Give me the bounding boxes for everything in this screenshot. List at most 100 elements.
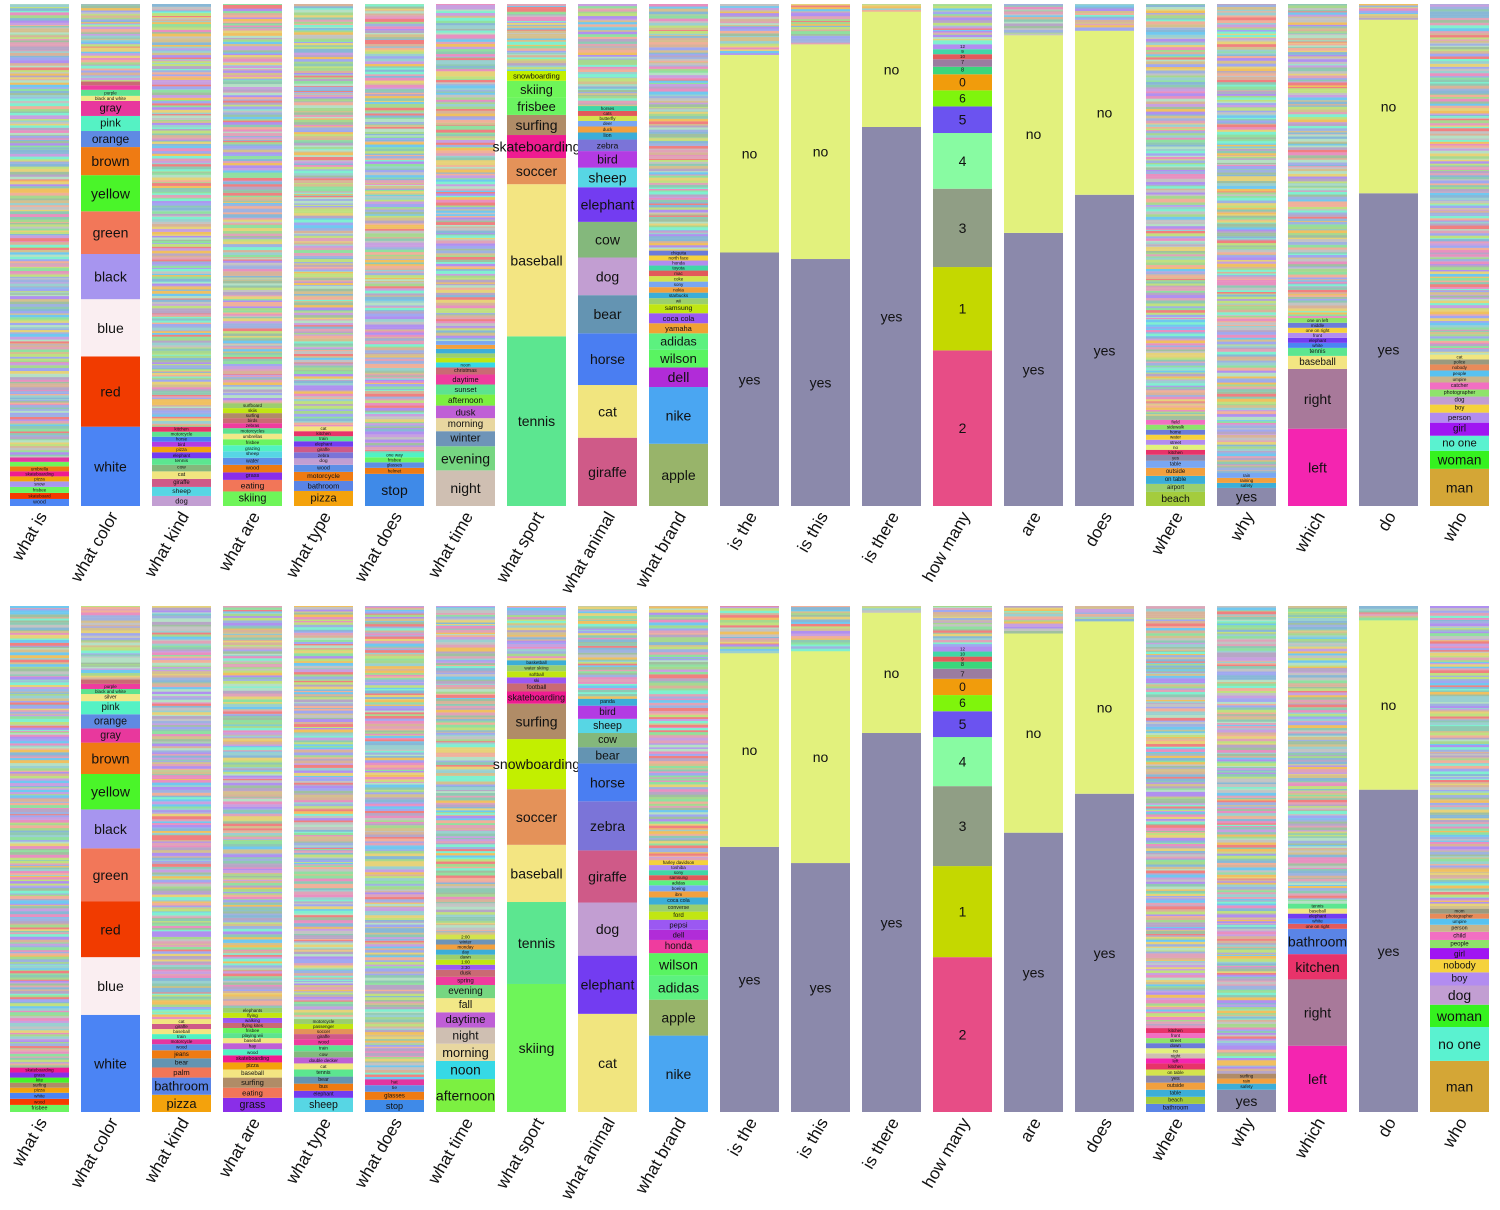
tail-stripe — [365, 648, 424, 651]
tail-stripe — [649, 191, 708, 195]
tail-stripe — [223, 94, 282, 96]
tail-stripe — [365, 343, 424, 347]
tail-stripe — [933, 636, 992, 639]
tail-stripe — [152, 305, 211, 309]
tail-stripe — [10, 989, 69, 991]
tail-stripe — [1430, 21, 1489, 23]
tail-stripe — [223, 660, 282, 663]
segment-label: pizza — [246, 1063, 258, 1069]
tail-stripe — [152, 742, 211, 744]
tail-stripe — [152, 736, 211, 740]
segment-label: grass — [240, 1099, 266, 1111]
tail-stripe — [436, 709, 495, 713]
segment-label: brown — [91, 750, 129, 766]
tail-stripe — [294, 829, 353, 832]
tail-stripe — [10, 854, 69, 858]
question-label: what kind — [140, 509, 193, 582]
tail-stripe — [1288, 257, 1347, 259]
tail-stripe — [649, 789, 708, 792]
tail-stripe — [10, 286, 69, 288]
tail-stripe — [294, 94, 353, 97]
segment-label: middle — [1311, 323, 1325, 328]
tail-stripe — [81, 663, 140, 666]
tail-stripe — [436, 667, 495, 671]
tail-stripe — [365, 919, 424, 922]
tail-stripe — [10, 815, 69, 818]
tail-stripe — [365, 1069, 424, 1073]
tail-stripe — [152, 632, 211, 635]
tail-stripe — [1146, 999, 1205, 1002]
tail-stripe — [81, 22, 140, 24]
tail-stripe — [649, 698, 708, 701]
tail-stripe — [81, 641, 140, 643]
tail-stripe — [223, 348, 282, 352]
tail-stripe — [1288, 145, 1347, 148]
tail-stripe — [649, 22, 708, 26]
tail-stripe — [10, 390, 69, 392]
segment-label: woman — [1437, 452, 1482, 467]
tail-stripe — [1146, 1023, 1205, 1026]
tail-stripe — [1146, 223, 1205, 227]
segment-label: dell — [673, 930, 685, 939]
tail-stripe — [1217, 413, 1276, 417]
tail-stripe — [294, 271, 353, 274]
segment-label: playing wii — [242, 1033, 263, 1038]
tail-stripe — [436, 830, 495, 834]
tail-stripe — [365, 759, 424, 762]
segment-label: catcher — [1451, 383, 1469, 389]
tail-stripe — [10, 276, 69, 279]
tail-stripe — [294, 192, 353, 194]
tail-stripe — [1217, 227, 1276, 230]
tail-stripe — [294, 951, 353, 955]
segment-6 — [933, 90, 992, 107]
tail-stripe — [223, 106, 282, 110]
tail-stripe — [223, 68, 282, 70]
tail-stripe — [1430, 200, 1489, 204]
tail-stripe — [10, 32, 69, 35]
tail-stripe — [223, 352, 282, 355]
tail-stripe — [223, 116, 282, 120]
tail-stripe — [1146, 953, 1205, 956]
bar-what-kind: dogsheepgiraffecatcowtenniselephantpizza… — [152, 4, 211, 506]
tail-stripe — [365, 386, 424, 389]
tail-stripe — [81, 675, 140, 678]
tail-stripe — [436, 179, 495, 182]
tail-stripe — [10, 202, 69, 206]
tail-stripe — [1217, 460, 1276, 462]
tail-stripe — [365, 334, 424, 337]
tail-stripe — [10, 28, 69, 31]
tail-stripe — [365, 776, 424, 780]
tail-stripe — [436, 717, 495, 720]
tail-stripe — [578, 693, 637, 697]
tail-stripe — [436, 705, 495, 709]
segment-label: adidas — [660, 335, 697, 349]
tail-stripe — [294, 745, 353, 748]
tail-stripe — [294, 842, 353, 846]
tail-stripe — [223, 294, 282, 297]
tail-stripe — [81, 637, 140, 640]
tail-stripe — [152, 1006, 211, 1009]
tail-stripe — [294, 230, 353, 234]
tail-stripe — [1430, 230, 1489, 234]
tail-stripe — [507, 24, 566, 26]
segment-label: street — [1170, 440, 1182, 445]
segment-dawn — [436, 954, 495, 960]
tail-stripe — [933, 630, 992, 633]
tail-stripe — [294, 263, 353, 266]
tail-stripe — [10, 1040, 69, 1042]
tail-stripe — [10, 752, 69, 756]
tail-stripe — [1288, 114, 1347, 118]
tail-stripe — [1217, 334, 1276, 338]
question-label: what animal — [557, 1115, 619, 1204]
tail-stripe — [10, 230, 69, 233]
long-tail-stripes — [436, 4, 495, 342]
tail-stripe — [81, 657, 140, 661]
tail-stripe — [10, 97, 69, 99]
tail-stripe — [223, 755, 282, 758]
tail-stripe — [152, 743, 211, 747]
segment-tennis — [152, 458, 211, 465]
tail-stripe — [223, 949, 282, 951]
tail-stripe — [436, 606, 495, 608]
tail-stripe — [436, 772, 495, 776]
